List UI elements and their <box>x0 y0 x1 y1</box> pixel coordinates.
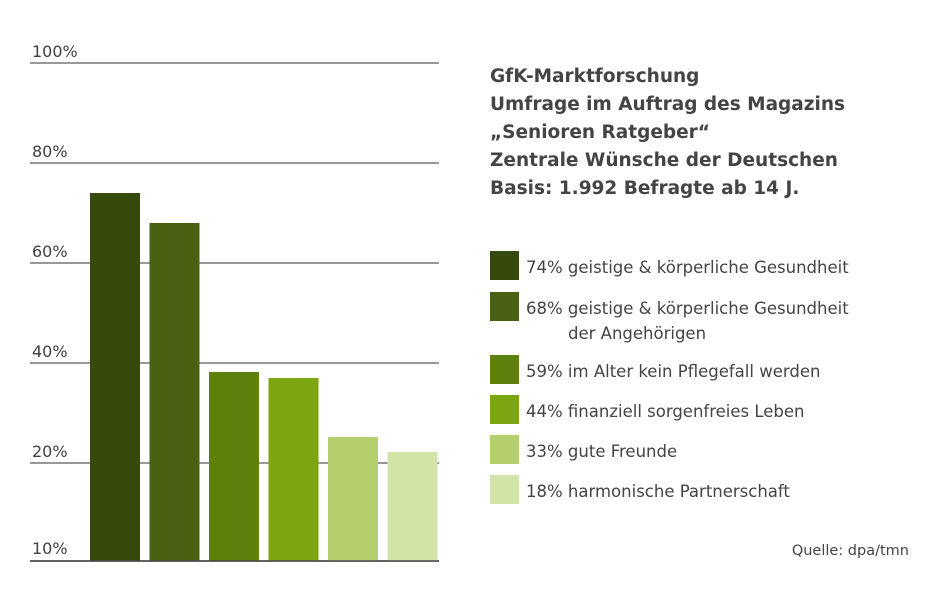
bar <box>387 452 438 561</box>
legend-label-line1: 68% geistige & körperliche Gesundheit <box>526 299 849 318</box>
legend-label-line1: 44% finanziell sorgenfreies Leben <box>526 402 805 421</box>
legend-label-line2: der Angehörigen <box>568 324 707 343</box>
title-line: Zentrale Wünsche der Deutschen <box>490 150 838 171</box>
legend-label: 44% finanziell sorgenfreies Leben <box>526 399 805 424</box>
legend-swatch <box>490 475 519 504</box>
bar-chart: 10% 20% 40% 60% 80% 100% <box>30 42 439 562</box>
source-note: Quelle: dpa/tmn <box>791 543 909 559</box>
legend-swatch <box>490 355 519 384</box>
bar <box>149 223 200 561</box>
legend-label: 68% geistige & körperliche Gesundheit de… <box>526 296 849 346</box>
title-line: GfK-Marktforschung <box>490 66 700 87</box>
y-tick-label: 10% <box>32 539 68 558</box>
title-line: Umfrage im Auftrag des Magazins <box>490 94 846 115</box>
bar <box>328 437 378 561</box>
legend-swatch <box>490 435 519 464</box>
chart-title-block: GfK-Marktforschung Umfrage im Auftrag de… <box>490 63 930 203</box>
bar <box>209 372 259 561</box>
legend-swatch <box>490 395 519 424</box>
legend-label: 33% gute Freunde <box>526 439 677 464</box>
legend-label: 18% harmonische Partnerschaft <box>526 479 790 504</box>
title-line: Basis: 1.992 Befragte ab 14 J. <box>490 178 800 199</box>
legend-swatch <box>490 251 519 280</box>
y-tick-label: 60% <box>32 242 68 261</box>
legend-label: 59% im Alter kein Pflegefall werden <box>526 359 820 384</box>
y-tick-label: 40% <box>32 342 68 361</box>
y-tick-label: 100% <box>32 42 78 61</box>
legend-swatch <box>490 292 519 321</box>
bar <box>268 378 319 561</box>
y-tick-label: 20% <box>32 442 68 461</box>
legend-label-line1: 74% geistige & körperliche Gesundheit <box>526 258 849 277</box>
title-line: „Senioren Ratgeber“ <box>490 122 710 143</box>
bar <box>90 193 140 561</box>
legend-label-line1: 59% im Alter kein Pflegefall werden <box>526 362 821 381</box>
legend-label-line1: 33% gute Freunde <box>526 442 678 461</box>
y-tick-label: 80% <box>32 142 68 161</box>
legend-label-line1: 18% harmonische Partnerschaft <box>526 482 790 501</box>
legend-label: 74% geistige & körperliche Gesundheit <box>526 255 849 280</box>
